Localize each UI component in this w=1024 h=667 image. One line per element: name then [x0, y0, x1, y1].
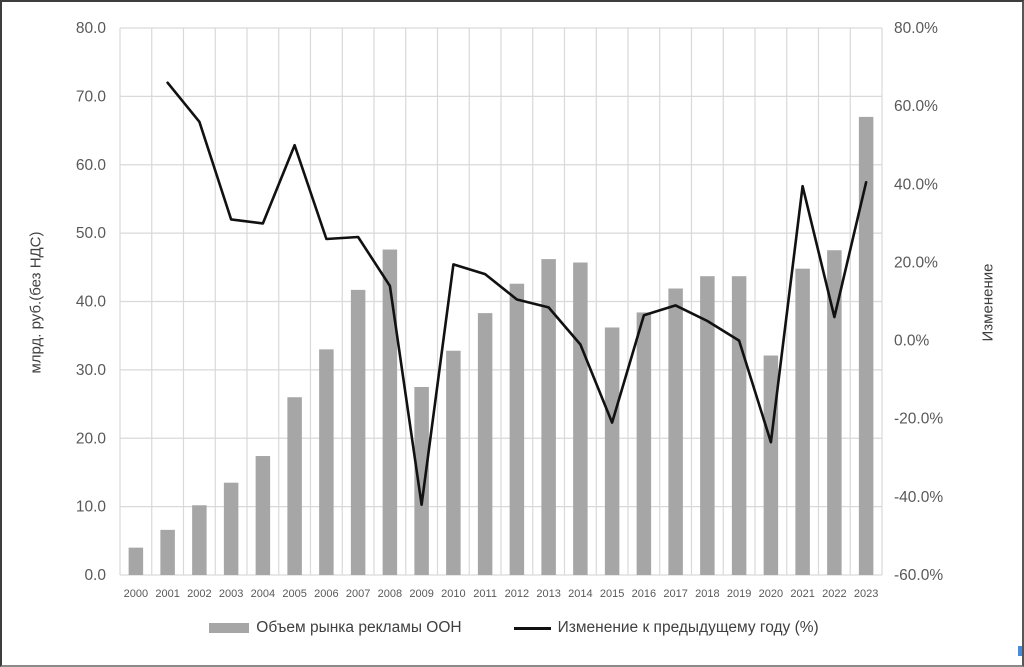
- legend-label-line: Изменение к предыдущему году (%): [557, 619, 819, 636]
- legend-label-bars: Объем рынка рекламы ООН: [256, 619, 462, 636]
- x-axis-tick-label: 2021: [790, 588, 814, 600]
- x-axis-tick-label: 2012: [505, 588, 529, 600]
- x-axis-tick-label: 2009: [409, 588, 433, 600]
- x-axis-tick-label: 2016: [632, 588, 656, 600]
- left-axis-tick-label: 50.0: [76, 225, 107, 242]
- x-axis-tick-label: 2015: [600, 588, 624, 600]
- x-axis-tick-label: 2011: [473, 588, 497, 600]
- bar: [700, 276, 715, 575]
- bar-series: [128, 116, 874, 575]
- bar: [319, 349, 334, 575]
- x-axis-tick-label: 2000: [124, 588, 148, 600]
- right-axis-tick-label: 20.0%: [894, 254, 938, 271]
- bar: [160, 529, 175, 575]
- bar: [827, 250, 842, 575]
- bar: [255, 456, 271, 575]
- bar: [509, 283, 525, 575]
- x-axis-tick-label: 2014: [568, 588, 592, 600]
- right-axis-tick-label: -60.0%: [894, 567, 943, 584]
- x-axis-tick-label: 2017: [663, 588, 687, 600]
- right-axis-tick-label: -20.0%: [894, 411, 943, 428]
- bar: [350, 289, 366, 575]
- bar: [731, 276, 747, 575]
- legend: Объем рынка рекламы ООН Изменение к пред…: [2, 619, 1022, 637]
- left-axis-tick-label: 10.0: [76, 499, 107, 516]
- left-axis-tick-label: 20.0: [76, 430, 107, 447]
- bar: [858, 116, 874, 575]
- left-axis-tick-label: 0.0: [84, 567, 106, 584]
- selection-handle-mark: [1018, 646, 1022, 656]
- x-axis-tick-label: 2004: [251, 588, 275, 600]
- bar-series-swatch-icon: [209, 623, 250, 633]
- left-axis-tick-label: 40.0: [76, 294, 107, 311]
- bar: [192, 505, 207, 575]
- line-series-swatch-icon: [513, 626, 551, 630]
- line-series: [166, 81, 868, 506]
- x-axis-tick-label: 2019: [727, 588, 751, 600]
- bar: [668, 288, 683, 575]
- x-axis-tick-label: 2006: [314, 588, 338, 600]
- bar: [223, 482, 239, 575]
- x-axis-tick-label: 2002: [187, 588, 211, 600]
- legend-item-bars: Объем рынка рекламы ООН: [209, 619, 462, 637]
- right-axis-title: Изменение: [979, 263, 997, 342]
- bar: [128, 547, 144, 575]
- left-axis-tick-label: 70.0: [76, 88, 107, 105]
- bar: [287, 397, 302, 575]
- left-axis-tick-label: 30.0: [76, 362, 107, 379]
- x-axis-tick-label: 2008: [378, 588, 402, 600]
- bar: [541, 259, 556, 575]
- left-axis-tick-label: 80.0: [76, 20, 107, 37]
- bar: [477, 313, 493, 575]
- x-axis-tick-label: 2018: [695, 588, 719, 600]
- x-axis-tick-label: 2003: [219, 588, 243, 600]
- x-axis-tick-label: 2022: [822, 588, 846, 600]
- right-axis-tick-label: 60.0%: [894, 98, 938, 115]
- bar: [636, 312, 652, 575]
- x-axis-tick-label: 2001: [155, 588, 179, 600]
- legend-item-line: Изменение к предыдущему году (%): [513, 619, 819, 637]
- bar: [573, 262, 588, 575]
- x-axis-tick-label: 2010: [441, 588, 465, 600]
- x-axis-tick-label: 2020: [759, 588, 783, 600]
- bar: [382, 249, 398, 575]
- right-axis-tick-label: 0.0%: [894, 333, 930, 350]
- left-axis-tick-label: 60.0: [76, 157, 107, 174]
- bar: [795, 268, 810, 575]
- right-axis-tick-label: -40.0%: [894, 489, 943, 506]
- x-axis-tick-label: 2023: [854, 588, 878, 600]
- x-axis-tick-label: 2007: [346, 588, 370, 600]
- x-axis-tick-label: 2005: [282, 588, 306, 600]
- bar: [763, 355, 779, 575]
- left-axis-title: млрд. руб.(без НДС): [27, 231, 45, 374]
- x-axis-tick-label: 2013: [536, 588, 560, 600]
- right-axis-tick-label: 80.0%: [894, 20, 938, 37]
- bar: [604, 327, 620, 575]
- right-axis-tick-label: 40.0%: [894, 176, 938, 193]
- bar: [414, 386, 429, 575]
- bar: [446, 350, 461, 575]
